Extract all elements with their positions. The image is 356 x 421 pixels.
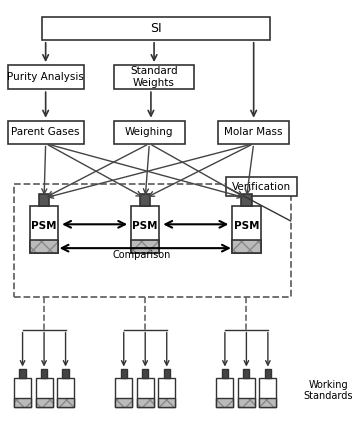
- FancyBboxPatch shape: [8, 120, 84, 144]
- FancyBboxPatch shape: [265, 369, 271, 378]
- Text: Weighing: Weighing: [125, 127, 173, 137]
- FancyBboxPatch shape: [142, 369, 148, 378]
- FancyBboxPatch shape: [238, 398, 255, 407]
- FancyBboxPatch shape: [121, 369, 127, 378]
- FancyBboxPatch shape: [243, 369, 250, 378]
- FancyBboxPatch shape: [114, 120, 185, 144]
- FancyBboxPatch shape: [30, 206, 58, 253]
- FancyBboxPatch shape: [114, 65, 194, 89]
- FancyBboxPatch shape: [36, 378, 53, 407]
- FancyBboxPatch shape: [14, 398, 31, 407]
- FancyBboxPatch shape: [36, 398, 53, 407]
- Text: Verification: Verification: [232, 181, 291, 192]
- FancyBboxPatch shape: [57, 398, 74, 407]
- Text: PSM: PSM: [132, 221, 158, 231]
- FancyBboxPatch shape: [218, 120, 289, 144]
- FancyBboxPatch shape: [39, 195, 49, 206]
- FancyBboxPatch shape: [42, 17, 270, 40]
- FancyBboxPatch shape: [241, 195, 252, 206]
- FancyBboxPatch shape: [232, 240, 261, 253]
- FancyBboxPatch shape: [131, 240, 159, 253]
- Text: PSM: PSM: [31, 221, 57, 231]
- FancyBboxPatch shape: [131, 206, 159, 253]
- FancyBboxPatch shape: [30, 240, 58, 253]
- FancyBboxPatch shape: [137, 398, 154, 407]
- FancyBboxPatch shape: [164, 369, 170, 378]
- Text: Working
Standards: Working Standards: [303, 380, 353, 401]
- FancyBboxPatch shape: [14, 378, 31, 407]
- FancyBboxPatch shape: [232, 206, 261, 253]
- FancyBboxPatch shape: [8, 65, 84, 89]
- FancyBboxPatch shape: [140, 195, 150, 206]
- FancyBboxPatch shape: [260, 398, 276, 407]
- FancyBboxPatch shape: [238, 378, 255, 407]
- FancyBboxPatch shape: [137, 378, 154, 407]
- FancyBboxPatch shape: [158, 398, 175, 407]
- FancyBboxPatch shape: [115, 378, 132, 407]
- FancyBboxPatch shape: [41, 369, 47, 378]
- FancyBboxPatch shape: [222, 369, 228, 378]
- FancyBboxPatch shape: [158, 378, 175, 407]
- Text: PSM: PSM: [234, 221, 259, 231]
- FancyBboxPatch shape: [57, 378, 74, 407]
- Text: Parent Gases: Parent Gases: [11, 127, 80, 137]
- FancyBboxPatch shape: [115, 398, 132, 407]
- Text: Molar Mass: Molar Mass: [224, 127, 283, 137]
- FancyBboxPatch shape: [216, 378, 234, 407]
- FancyBboxPatch shape: [260, 378, 276, 407]
- Text: Purity Analysis: Purity Analysis: [7, 72, 84, 82]
- Text: SI: SI: [151, 22, 162, 35]
- Text: Comparison: Comparison: [113, 250, 171, 260]
- FancyBboxPatch shape: [226, 178, 297, 196]
- FancyBboxPatch shape: [63, 369, 69, 378]
- FancyBboxPatch shape: [216, 398, 234, 407]
- FancyBboxPatch shape: [20, 369, 26, 378]
- Text: Standard
Weights: Standard Weights: [130, 66, 178, 88]
